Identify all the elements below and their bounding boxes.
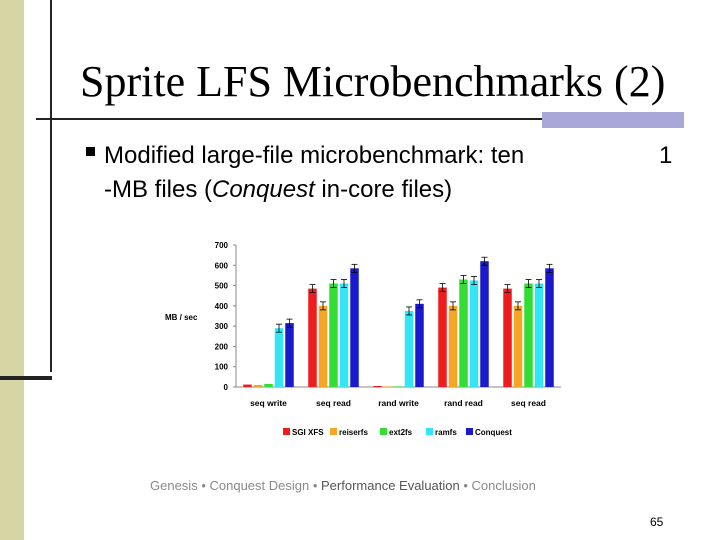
y-tick-label: 300 xyxy=(215,322,229,331)
bar xyxy=(394,386,403,388)
legend-swatch xyxy=(283,428,290,435)
footer-item-conclusion: Conclusion xyxy=(471,478,536,493)
legend-label: reiserfs xyxy=(339,428,368,437)
bullet-line2-start: -MB files ( xyxy=(104,176,212,203)
slide-title: Sprite LFS Microbenchmarks (2) xyxy=(80,57,666,106)
x-category-label: seq read xyxy=(511,398,546,408)
footer-item-performance: Performance Evaluation xyxy=(321,478,460,493)
y-tick-label: 500 xyxy=(215,282,229,291)
bar xyxy=(524,283,533,387)
footer-sep: • xyxy=(459,478,472,493)
x-category-label: rand write xyxy=(378,398,419,408)
legend-label: ramfs xyxy=(435,428,457,437)
y-axis-label: MB / sec xyxy=(165,313,198,322)
bar xyxy=(383,386,393,388)
bar xyxy=(459,279,468,387)
bar xyxy=(329,283,338,387)
y-tick-label: 700 xyxy=(215,241,229,250)
footer-sep: • xyxy=(197,478,210,493)
bar xyxy=(513,305,523,387)
bar xyxy=(350,268,359,387)
bar xyxy=(448,305,458,387)
title-rule-accent xyxy=(542,112,684,128)
bar xyxy=(503,288,512,387)
legend-swatch xyxy=(426,428,433,435)
bar xyxy=(373,385,382,387)
x-category-label: seq read xyxy=(316,398,351,408)
legend-swatch xyxy=(466,428,473,435)
bullet-number: 1 xyxy=(659,142,673,169)
page-number: 65 xyxy=(650,515,664,529)
y-tick-label: 100 xyxy=(215,363,229,372)
bar xyxy=(469,280,479,387)
bar xyxy=(545,268,554,387)
y-tick-label: 0 xyxy=(224,383,229,392)
bar xyxy=(415,303,424,387)
left-accent-foot xyxy=(0,376,52,380)
legend-swatch xyxy=(330,428,337,435)
legend-label: ext2fs xyxy=(389,428,413,437)
bullet-line2-end: in-core files) xyxy=(314,176,453,203)
bar xyxy=(264,383,273,387)
left-accent-bar xyxy=(0,0,24,540)
bar xyxy=(285,323,294,387)
y-ticks: 0 100 200 300 400 500 600 700 xyxy=(215,241,236,392)
footer-item-genesis: Genesis xyxy=(150,478,198,493)
bullet-italic: Conquest xyxy=(212,176,315,203)
legend: SGI XFS reiserfs ext2fs ramfs Conquest xyxy=(283,428,512,437)
legend-label: Conquest xyxy=(475,428,512,437)
bullet-square-icon xyxy=(86,147,95,156)
y-tick-label: 600 xyxy=(215,261,229,270)
footer-item-design: Conquest Design xyxy=(209,478,310,493)
x-labels: seq write seq read rand write rand read seq … xyxy=(250,398,546,408)
bar xyxy=(274,328,284,387)
title-rule xyxy=(36,118,684,120)
bars-group xyxy=(243,256,554,388)
bar xyxy=(308,288,317,387)
bar-chart: MB / sec 0 100 200 300 400 500 600 700 seq writ… xyxy=(165,241,561,437)
bullet-line1: Modified large-file microbenchmark: ten xyxy=(104,142,525,169)
legend-swatch xyxy=(380,428,387,435)
bar xyxy=(253,384,263,387)
bar xyxy=(243,384,252,387)
left-accent-line xyxy=(24,0,52,372)
bar xyxy=(318,305,328,387)
bullet-text: Modified large-file microbenchmark: ten … xyxy=(104,139,684,207)
bar xyxy=(438,287,447,387)
y-tick-label: 200 xyxy=(215,342,229,351)
bar xyxy=(404,310,414,387)
y-tick-label: 400 xyxy=(215,302,229,311)
bar xyxy=(339,283,349,387)
bar xyxy=(534,283,544,387)
x-category-label: rand read xyxy=(444,398,483,408)
legend-label: SGI XFS xyxy=(292,428,324,437)
x-category-label: seq write xyxy=(250,398,287,408)
bar xyxy=(480,261,489,387)
footer-nav: Genesis • Conquest Design • Performance … xyxy=(150,478,536,493)
footer-sep: • xyxy=(309,478,321,493)
